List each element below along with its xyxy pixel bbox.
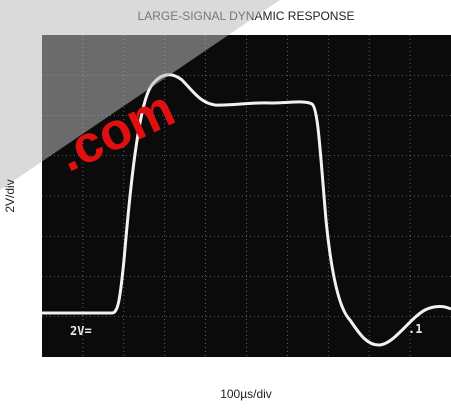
scope-label-left: 2V= [70,324,92,338]
trace [42,73,451,347]
scope-grid [42,35,451,357]
scope-label-right: .1 [408,322,422,336]
x-axis-label: 100µs/div [220,387,272,401]
watermark-band [0,0,280,190]
y-axis-label: 2V/div [3,179,17,212]
